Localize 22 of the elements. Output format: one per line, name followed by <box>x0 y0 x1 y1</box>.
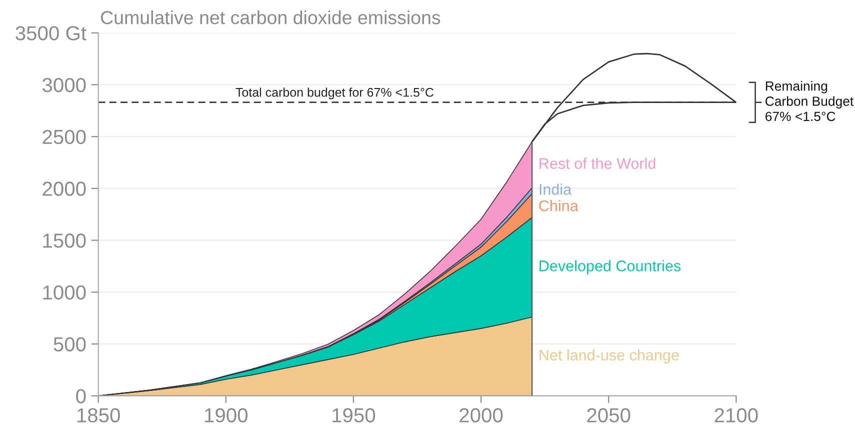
chart-title: Cumulative net carbon dioxide emissions <box>100 10 440 24</box>
x-tick-label: 1950 <box>332 408 376 422</box>
series-label: Net land-use change <box>540 349 679 364</box>
y-tick-label: 500 <box>54 337 86 352</box>
x-tick-label: 2000 <box>460 408 503 422</box>
series-label: China <box>539 200 578 212</box>
y-tick-label: 1500 <box>43 234 86 248</box>
series-label: Developed Countries <box>540 260 681 274</box>
y-tick-label: 2500 <box>42 130 86 144</box>
annotation: Remaining Carbon Budget 67% <1.5°C <box>766 81 854 122</box>
y-tick-label: 2000 <box>42 182 86 196</box>
x-tick-label: 1850 <box>77 408 120 422</box>
series-label: India <box>540 184 572 195</box>
x-tick-label: 2050 <box>587 408 630 422</box>
ref-line-label: Total carbon budget for 67% <1.5°C <box>236 88 434 100</box>
x-tick-label: 2100 <box>714 408 758 422</box>
y-tick-label: 3000 <box>42 78 86 92</box>
y-tick-label: 1000 <box>43 285 86 300</box>
series-label: Rest of the World <box>540 158 656 169</box>
y-tick-label: 0 <box>76 389 86 404</box>
y-tick-label: 3500 Gt <box>16 26 86 40</box>
x-tick-label: 1900 <box>205 408 248 422</box>
